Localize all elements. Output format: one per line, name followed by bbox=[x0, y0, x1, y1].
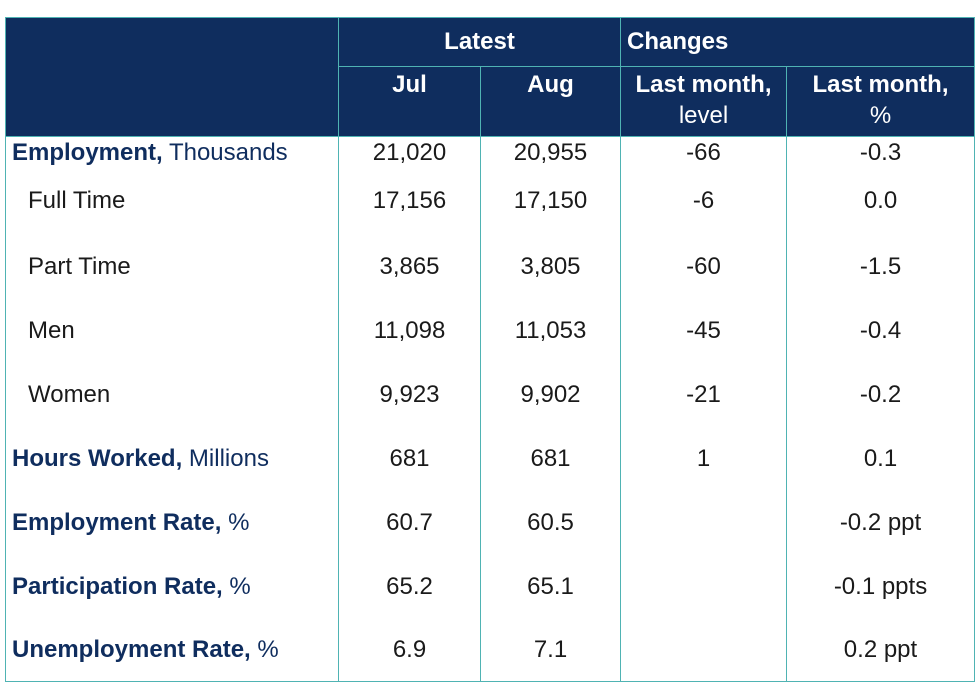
row-name: Participation Rate, bbox=[12, 573, 223, 600]
cell-level-change: -21 bbox=[620, 363, 787, 427]
cell-level-change: -45 bbox=[620, 299, 787, 363]
cell-jul: 681 bbox=[338, 427, 481, 491]
header-last-month-level: Last month, level bbox=[620, 66, 787, 137]
row-unit: % bbox=[229, 573, 251, 600]
row-name: Hours Worked, bbox=[12, 445, 183, 472]
cell-aug: 60.5 bbox=[480, 491, 621, 555]
table-row: Full Time 17,156 17,150 -6 0.0 bbox=[5, 175, 975, 235]
row-unit: % bbox=[257, 636, 279, 663]
table-row: Part Time 3,865 3,805 -60 -1.5 bbox=[5, 235, 975, 299]
table-row: Participation Rate, % 65.2 65.1 -0.1 ppt… bbox=[5, 555, 975, 619]
header-latest: Latest bbox=[338, 17, 621, 67]
cell-jul: 6.9 bbox=[338, 619, 481, 682]
cell-aug: 65.1 bbox=[480, 555, 621, 619]
cell-jul: 17,156 bbox=[338, 175, 481, 235]
labour-force-table: Latest Changes Jul Aug Last month, level… bbox=[5, 17, 975, 682]
cell-aug: 9,902 bbox=[480, 363, 621, 427]
cell-level-change: -66 bbox=[620, 136, 787, 175]
row-label: Men bbox=[5, 299, 339, 363]
row-label: Employment, Thousands bbox=[5, 136, 339, 175]
cell-aug: 11,053 bbox=[480, 299, 621, 363]
header-changes: Changes bbox=[619, 17, 975, 67]
header-last-month-level-line1: Last month, bbox=[635, 71, 772, 98]
cell-level-change: 1 bbox=[620, 427, 787, 491]
row-name: Employment Rate, bbox=[12, 509, 222, 536]
row-label: Hours Worked, Millions bbox=[5, 427, 339, 491]
row-unit: Thousands bbox=[168, 139, 288, 166]
cell-pct-change: 0.2 ppt bbox=[785, 619, 975, 682]
cell-level-change: -60 bbox=[620, 235, 787, 299]
header-aug: Aug bbox=[480, 66, 621, 137]
table-row: Unemployment Rate, % 6.9 7.1 0.2 ppt bbox=[5, 619, 975, 682]
header-last-month-pct-line1: Last month, bbox=[812, 71, 949, 98]
cell-level-change bbox=[620, 491, 787, 555]
cell-aug: 3,805 bbox=[480, 235, 621, 299]
header-corner bbox=[5, 17, 339, 137]
cell-level-change bbox=[620, 555, 787, 619]
row-label: Participation Rate, % bbox=[5, 555, 339, 619]
cell-pct-change: -0.3 bbox=[785, 136, 975, 175]
header-jul: Jul bbox=[338, 66, 481, 137]
cell-pct-change: 0.0 bbox=[785, 175, 975, 235]
cell-jul: 65.2 bbox=[338, 555, 481, 619]
header-last-month-pct-line2: % bbox=[869, 102, 892, 129]
row-label: Employment Rate, % bbox=[5, 491, 339, 555]
cell-pct-change: 0.1 bbox=[785, 427, 975, 491]
cell-level-change: -6 bbox=[620, 175, 787, 235]
cell-pct-change: -1.5 bbox=[785, 235, 975, 299]
cell-jul: 60.7 bbox=[338, 491, 481, 555]
table-row: Hours Worked, Millions 681 681 1 0.1 bbox=[5, 427, 975, 491]
cell-aug: 17,150 bbox=[480, 175, 621, 235]
header-last-month-level-line2: level bbox=[678, 102, 729, 129]
cell-aug: 7.1 bbox=[480, 619, 621, 682]
table-row: Men 11,098 11,053 -45 -0.4 bbox=[5, 299, 975, 363]
cell-aug: 681 bbox=[480, 427, 621, 491]
cell-pct-change: -0.1 ppts bbox=[785, 555, 975, 619]
row-name: Employment, bbox=[12, 139, 163, 166]
table-row: Employment, Thousands 21,020 20,955 -66 … bbox=[5, 136, 975, 175]
row-unit: Millions bbox=[188, 445, 269, 472]
row-unit: % bbox=[228, 509, 250, 536]
cell-jul: 21,020 bbox=[338, 136, 481, 175]
header-last-month-pct: Last month, % bbox=[785, 66, 975, 137]
cell-jul: 9,923 bbox=[338, 363, 481, 427]
cell-pct-change: -0.2 bbox=[785, 363, 975, 427]
row-label: Full Time bbox=[5, 175, 339, 235]
row-name: Unemployment Rate, bbox=[12, 636, 251, 663]
table-row: Employment Rate, % 60.7 60.5 -0.2 ppt bbox=[5, 491, 975, 555]
cell-aug: 20,955 bbox=[480, 136, 621, 175]
cell-jul: 11,098 bbox=[338, 299, 481, 363]
row-label: Part Time bbox=[5, 235, 339, 299]
cell-level-change bbox=[620, 619, 787, 682]
row-label: Women bbox=[5, 363, 339, 427]
cell-jul: 3,865 bbox=[338, 235, 481, 299]
table-row: Women 9,923 9,902 -21 -0.2 bbox=[5, 363, 975, 427]
row-label: Unemployment Rate, % bbox=[5, 619, 339, 682]
cell-pct-change: -0.4 bbox=[785, 299, 975, 363]
cell-pct-change: -0.2 ppt bbox=[785, 491, 975, 555]
